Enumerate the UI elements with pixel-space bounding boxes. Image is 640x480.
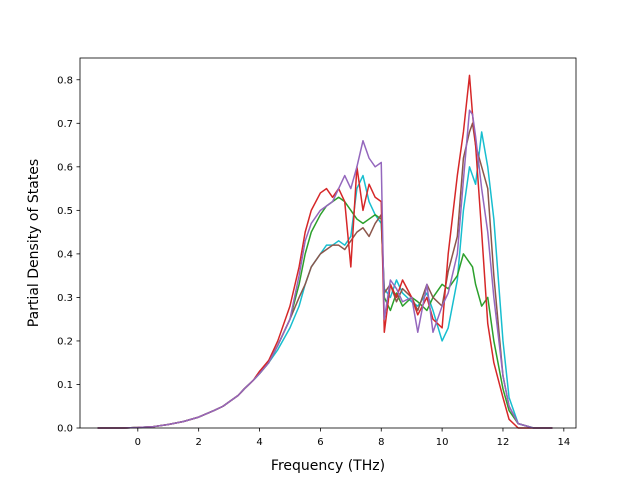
series-layer	[97, 74, 553, 429]
series-line-5	[97, 109, 553, 429]
y-tick-label: 0.7	[57, 119, 73, 130]
x-tick-label: 14	[557, 437, 570, 448]
y-tick-label: 0.0	[57, 424, 73, 435]
y-tick-label: 0.5	[57, 206, 73, 217]
y-tick-label: 0.2	[57, 336, 73, 347]
y-tick-label: 0.4	[57, 249, 73, 260]
plot-frame	[79, 57, 577, 429]
y-tick-label: 0.1	[57, 380, 73, 391]
y-tick-label: 0.3	[57, 293, 73, 304]
y-axis-label: Partial Density of States	[26, 159, 42, 327]
y-axis-ticks: 0.0 0.1 0.2 0.3 0.4 0.5 0.6 0.7 0.8	[57, 75, 80, 435]
x-tick-label: 12	[497, 437, 510, 448]
y-tick-label: 0.8	[57, 75, 73, 86]
x-tick-label: 4	[256, 437, 262, 448]
y-tick-label: 0.6	[57, 162, 73, 173]
x-tick-label: 10	[436, 437, 449, 448]
x-tick-label: 2	[195, 437, 201, 448]
x-axis-label: Frequency (THz)	[271, 458, 385, 474]
x-axis-ticks: 0 2 4 6 8 10 12 14	[135, 428, 570, 448]
x-tick-label: 0	[135, 437, 141, 448]
x-tick-label: 6	[317, 437, 323, 448]
x-tick-label: 8	[378, 437, 384, 448]
